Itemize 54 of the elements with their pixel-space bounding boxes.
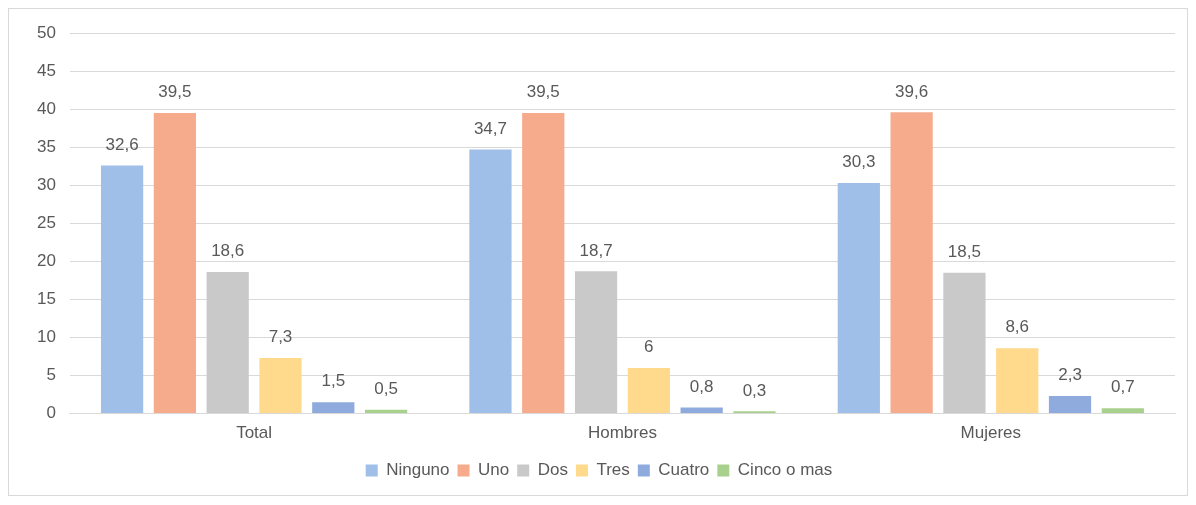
legend-label: Cinco o mas (737, 460, 833, 480)
bar (206, 272, 249, 414)
bar (522, 113, 565, 414)
y-tick-label: 10 (36, 327, 56, 347)
data-label: 0,5 (374, 378, 398, 398)
data-label: 39,5 (158, 82, 192, 102)
data-label: 39,5 (526, 82, 560, 102)
bar (100, 165, 144, 414)
data-label: 39,6 (895, 81, 929, 101)
bar (890, 112, 933, 414)
data-label: 18,7 (579, 240, 613, 260)
bar (837, 183, 880, 414)
bar (1101, 408, 1144, 414)
data-label: 7,3 (268, 327, 293, 347)
data-label: 18,6 (211, 241, 245, 261)
bar (996, 348, 1039, 414)
bar (574, 271, 618, 414)
data-label: 0,7 (1110, 377, 1135, 397)
legend-label: Dos (537, 460, 568, 480)
bar (469, 149, 512, 414)
y-tick-label: 40 (36, 98, 56, 118)
bar (627, 367, 670, 414)
y-tick-label: 20 (36, 251, 56, 271)
bar (364, 409, 408, 414)
data-label: 34,7 (473, 118, 507, 138)
legend-label: Cuatro (658, 460, 710, 480)
legend-label: Uno (478, 460, 510, 480)
y-tick-label: 0 (46, 403, 56, 423)
y-tick-label: 50 (36, 22, 56, 42)
data-label: 2,3 (1058, 365, 1082, 385)
x-tick-label: Hombres (587, 423, 657, 443)
x-tick-label: Mujeres (960, 423, 1022, 443)
x-tick-label: Total (236, 423, 273, 443)
data-label: 8,6 (1005, 317, 1030, 337)
bar (1048, 396, 1092, 414)
data-label: 0,3 (742, 380, 767, 400)
data-label: 30,3 (842, 152, 876, 172)
y-tick-label: 5 (46, 365, 56, 385)
bar (312, 402, 355, 414)
bar (153, 113, 197, 414)
y-tick-label: 45 (36, 60, 56, 80)
y-tick-label: 30 (36, 175, 56, 195)
data-label: 1,5 (321, 371, 346, 391)
legend-label: Ninguno (386, 460, 450, 480)
data-label: 32,6 (105, 134, 139, 154)
y-tick-label: 35 (36, 137, 56, 157)
y-tick-label: 25 (36, 213, 56, 233)
bar (259, 358, 302, 414)
data-label: 0,8 (689, 376, 714, 396)
data-label: 18,5 (947, 242, 981, 262)
data-label: 6 (644, 337, 654, 357)
y-tick-label: 15 (36, 289, 56, 309)
bar (943, 272, 986, 414)
legend-label: Tres (596, 460, 630, 480)
